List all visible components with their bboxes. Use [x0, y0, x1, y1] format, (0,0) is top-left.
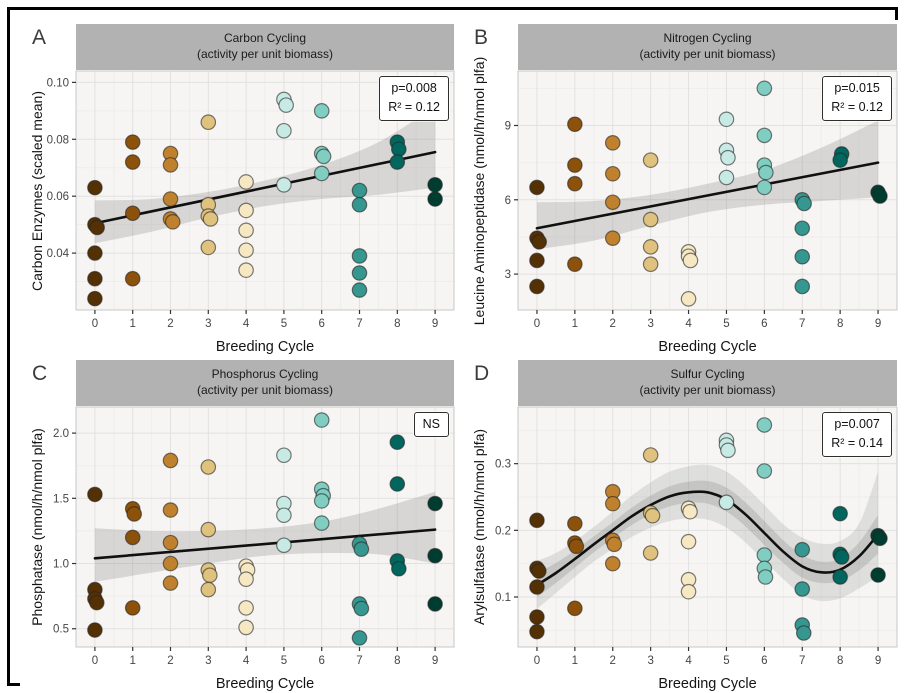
panel-d: D Sulfur Cycling (activity per unit biom…	[462, 356, 905, 693]
svg-text:6: 6	[318, 655, 324, 667]
svg-text:1: 1	[129, 318, 135, 330]
panel-d-scatter-plot: 0 1 2 3 4 5 6 7 8 9 0.1 0.2 0.3	[495, 406, 898, 667]
svg-text:6: 6	[761, 655, 767, 667]
svg-text:0.10: 0.10	[47, 77, 69, 89]
svg-text:0.2: 0.2	[495, 525, 511, 537]
svg-text:5: 5	[281, 318, 287, 330]
svg-text:0.08: 0.08	[47, 134, 69, 146]
svg-text:6: 6	[505, 195, 511, 207]
svg-text:7: 7	[356, 655, 362, 667]
panel-a: A Carbon Cycling (activity per unit biom…	[20, 20, 462, 356]
svg-text:2: 2	[610, 655, 616, 667]
svg-text:1: 1	[129, 655, 135, 667]
svg-text:3: 3	[647, 655, 653, 667]
svg-text:2.0: 2.0	[53, 428, 69, 440]
svg-text:2: 2	[167, 655, 173, 667]
panel-c: C Phosphorus Cycling (activity per unit …	[20, 356, 462, 693]
panel-b-y-axis-title: Leucine Aminopeptidase (nmol/h/nmol plfa…	[471, 56, 487, 325]
panel-a-y-axis-title: Carbon Enzymes (scaled mean)	[29, 90, 45, 291]
svg-text:0: 0	[92, 318, 98, 330]
stats-annotation-line: NS	[422, 417, 440, 431]
strip-title-line1: Nitrogen Cycling	[663, 31, 752, 46]
panel-a-x-axis-title: Breeding Cycle	[215, 339, 315, 355]
stats-annotation-line: R² = 0.12	[388, 100, 440, 115]
svg-text:0.1: 0.1	[495, 592, 511, 604]
strip-title-line2: (activity per unit biomass)	[639, 47, 776, 61]
svg-text:2: 2	[610, 318, 616, 330]
svg-text:8: 8	[394, 655, 400, 667]
svg-text:5: 5	[723, 318, 729, 330]
svg-text:0.5: 0.5	[53, 624, 69, 636]
svg-text:6: 6	[318, 318, 324, 330]
stats-annotation-line: R² = 0.12	[831, 100, 883, 115]
panel-d-stats-annotation: p=0.007 R² = 0.14	[822, 412, 892, 457]
svg-text:0.04: 0.04	[47, 248, 70, 260]
svg-text:4: 4	[243, 655, 250, 667]
panel-b-scatter-plot: 0 1 2 3 4 5 6 7 8 9 3 6 9	[505, 70, 898, 330]
svg-text:5: 5	[723, 655, 729, 667]
svg-text:1.0: 1.0	[53, 559, 69, 571]
strip-title-line1: Phosphorus Cycling	[211, 367, 319, 382]
svg-text:7: 7	[799, 655, 805, 667]
svg-text:7: 7	[799, 318, 805, 330]
panel-c-label: C	[32, 362, 48, 385]
svg-text:3: 3	[647, 318, 653, 330]
svg-text:7: 7	[356, 318, 362, 330]
svg-text:3: 3	[505, 269, 511, 281]
panel-d-x-axis-title: Breeding Cycle	[658, 676, 757, 692]
panel-c-strip-title: Phosphorus Cycling (activity per unit bi…	[76, 360, 454, 406]
stats-annotation-line: p=0.008	[391, 81, 437, 95]
svg-text:0: 0	[92, 655, 98, 667]
svg-text:0: 0	[534, 318, 540, 330]
svg-text:9: 9	[875, 655, 881, 667]
svg-text:9: 9	[432, 655, 438, 667]
panel-b-stats-annotation: p=0.015 R² = 0.12	[822, 76, 892, 121]
svg-text:0.06: 0.06	[47, 191, 69, 203]
svg-text:4: 4	[243, 318, 250, 330]
svg-text:8: 8	[394, 318, 400, 330]
panel-c-stats-annotation: NS	[413, 412, 449, 438]
svg-text:9: 9	[875, 318, 881, 330]
svg-text:3: 3	[205, 655, 211, 667]
svg-text:5: 5	[281, 655, 287, 667]
panel-b: B Nitrogen Cycling (activity per unit bi…	[462, 20, 905, 356]
svg-text:9: 9	[505, 120, 511, 132]
panel-b-x-axis-title: Breeding Cycle	[658, 339, 757, 355]
svg-text:4: 4	[685, 318, 692, 330]
svg-text:0.3: 0.3	[495, 459, 511, 471]
svg-text:1: 1	[572, 318, 578, 330]
stats-annotation-line: p=0.015	[834, 81, 880, 95]
panel-c-scatter-plot: 0 1 2 3 4 5 6 7 8 9 0.5 1.0 1.5 2.0	[53, 406, 455, 667]
svg-text:3: 3	[205, 318, 211, 330]
svg-text:9: 9	[432, 318, 438, 330]
panel-c-y-axis-title: Phosphatase (nmol/h/nmol plfa)	[29, 428, 45, 626]
svg-text:2: 2	[167, 318, 173, 330]
strip-title-line1: Sulfur Cycling	[670, 367, 745, 382]
panel-d-strip-title: Sulfur Cycling (activity per unit biomas…	[518, 360, 897, 406]
strip-title-line1: Carbon Cycling	[223, 31, 307, 46]
stats-annotation-line: R² = 0.14	[831, 436, 883, 451]
svg-text:1: 1	[572, 655, 578, 667]
panel-a-stats-annotation: p=0.008 R² = 0.12	[379, 76, 449, 121]
svg-text:4: 4	[685, 655, 692, 667]
figure-frame: A Carbon Cycling (activity per unit biom…	[7, 7, 905, 693]
panel-d-y-axis-title: Arylsulfatase (nmol/h/nmol plfa)	[471, 428, 487, 626]
stats-annotation-line: p=0.007	[834, 417, 880, 431]
svg-text:6: 6	[761, 318, 767, 330]
panel-b-strip-title: Nitrogen Cycling (activity per unit biom…	[518, 24, 897, 70]
panel-c-x-axis-title: Breeding Cycle	[215, 676, 315, 692]
panel-b-label: B	[474, 26, 489, 49]
strip-title-line2: (activity per unit biomass)	[196, 47, 334, 61]
panel-d-label: D	[474, 362, 490, 385]
svg-text:1.5: 1.5	[53, 493, 69, 505]
strip-title-line2: (activity per unit biomass)	[196, 383, 334, 397]
svg-text:8: 8	[837, 655, 843, 667]
panel-a-label: A	[32, 26, 47, 49]
panel-a-strip-title: Carbon Cycling (activity per unit biomas…	[76, 24, 454, 70]
svg-text:0: 0	[534, 655, 540, 667]
svg-text:8: 8	[837, 318, 843, 330]
strip-title-line2: (activity per unit biomass)	[639, 383, 776, 397]
